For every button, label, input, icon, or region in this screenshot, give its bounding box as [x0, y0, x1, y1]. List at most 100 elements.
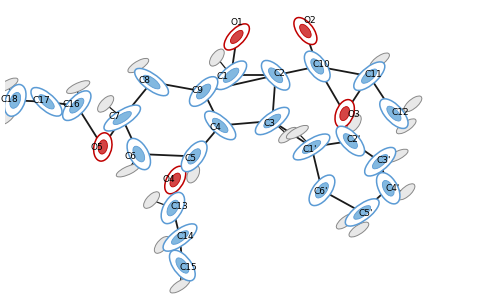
Text: C1': C1': [303, 144, 317, 154]
Text: C6': C6': [314, 187, 328, 196]
Ellipse shape: [230, 30, 243, 43]
Ellipse shape: [400, 183, 413, 200]
Ellipse shape: [302, 141, 321, 154]
Ellipse shape: [365, 147, 396, 176]
Ellipse shape: [72, 78, 85, 96]
Ellipse shape: [215, 61, 247, 90]
Ellipse shape: [163, 224, 197, 251]
Ellipse shape: [161, 192, 185, 224]
Ellipse shape: [311, 59, 324, 74]
Ellipse shape: [354, 206, 370, 219]
Text: C6: C6: [125, 152, 137, 161]
Text: C1: C1: [216, 72, 228, 81]
Ellipse shape: [339, 213, 352, 230]
Text: C5': C5': [358, 209, 373, 219]
Ellipse shape: [165, 166, 186, 194]
Ellipse shape: [170, 173, 181, 187]
Ellipse shape: [304, 51, 330, 82]
Ellipse shape: [143, 75, 160, 89]
Ellipse shape: [170, 250, 195, 281]
Ellipse shape: [223, 68, 239, 82]
Text: C2': C2': [347, 135, 361, 144]
Ellipse shape: [372, 155, 388, 169]
Ellipse shape: [264, 114, 281, 128]
Ellipse shape: [336, 126, 365, 156]
Ellipse shape: [294, 17, 317, 45]
Ellipse shape: [380, 99, 408, 129]
Ellipse shape: [104, 105, 141, 131]
Ellipse shape: [352, 221, 366, 238]
Ellipse shape: [127, 138, 151, 170]
Ellipse shape: [135, 68, 169, 96]
Ellipse shape: [142, 192, 161, 208]
Ellipse shape: [31, 88, 62, 116]
Text: C9: C9: [192, 86, 204, 95]
Text: C14: C14: [177, 231, 195, 240]
Ellipse shape: [133, 146, 144, 162]
Ellipse shape: [70, 98, 84, 113]
Ellipse shape: [189, 77, 218, 106]
Ellipse shape: [205, 111, 236, 140]
Text: C8: C8: [139, 76, 151, 85]
Text: C4: C4: [210, 123, 221, 132]
Text: C13: C13: [170, 202, 188, 211]
Ellipse shape: [186, 166, 200, 183]
Text: C17: C17: [33, 96, 51, 105]
Text: O2: O2: [304, 16, 316, 25]
Ellipse shape: [256, 107, 289, 135]
Ellipse shape: [207, 50, 227, 65]
Ellipse shape: [315, 183, 328, 198]
Text: C16: C16: [62, 100, 80, 109]
Ellipse shape: [362, 69, 377, 83]
Ellipse shape: [383, 180, 394, 196]
Ellipse shape: [354, 62, 385, 90]
Ellipse shape: [94, 133, 112, 161]
Ellipse shape: [4, 85, 26, 116]
Ellipse shape: [120, 162, 135, 179]
Text: O3: O3: [348, 110, 360, 119]
Ellipse shape: [387, 106, 401, 121]
Ellipse shape: [346, 115, 362, 132]
Ellipse shape: [98, 140, 107, 154]
Ellipse shape: [269, 68, 283, 83]
Ellipse shape: [99, 95, 112, 113]
Text: C2: C2: [273, 69, 285, 78]
Ellipse shape: [293, 134, 330, 160]
Text: C11: C11: [364, 70, 382, 79]
Ellipse shape: [176, 258, 189, 273]
Ellipse shape: [167, 200, 179, 216]
Text: C10: C10: [312, 61, 330, 70]
Ellipse shape: [213, 118, 228, 132]
Ellipse shape: [403, 97, 423, 111]
Ellipse shape: [171, 231, 188, 244]
Text: O1: O1: [230, 18, 243, 27]
Text: C15: C15: [180, 263, 198, 272]
Ellipse shape: [372, 52, 387, 69]
Ellipse shape: [113, 112, 131, 125]
Ellipse shape: [0, 76, 14, 94]
Ellipse shape: [63, 91, 91, 120]
Ellipse shape: [309, 175, 335, 206]
Ellipse shape: [10, 92, 21, 108]
Text: O4: O4: [163, 175, 175, 184]
Ellipse shape: [388, 148, 405, 164]
Ellipse shape: [261, 61, 290, 90]
Ellipse shape: [188, 149, 200, 164]
Ellipse shape: [181, 141, 207, 172]
Ellipse shape: [399, 118, 413, 135]
Text: C18: C18: [0, 95, 18, 104]
Ellipse shape: [343, 134, 357, 148]
Ellipse shape: [197, 84, 211, 99]
Text: C4': C4': [386, 184, 400, 193]
Ellipse shape: [345, 199, 379, 226]
Text: C12: C12: [391, 108, 409, 117]
Ellipse shape: [340, 107, 350, 121]
Text: O5: O5: [91, 143, 103, 152]
Ellipse shape: [0, 108, 14, 125]
Ellipse shape: [377, 173, 400, 204]
Text: C7: C7: [109, 112, 121, 121]
Ellipse shape: [335, 100, 355, 128]
Text: C5: C5: [185, 154, 197, 163]
Ellipse shape: [155, 236, 169, 253]
Ellipse shape: [299, 24, 311, 38]
